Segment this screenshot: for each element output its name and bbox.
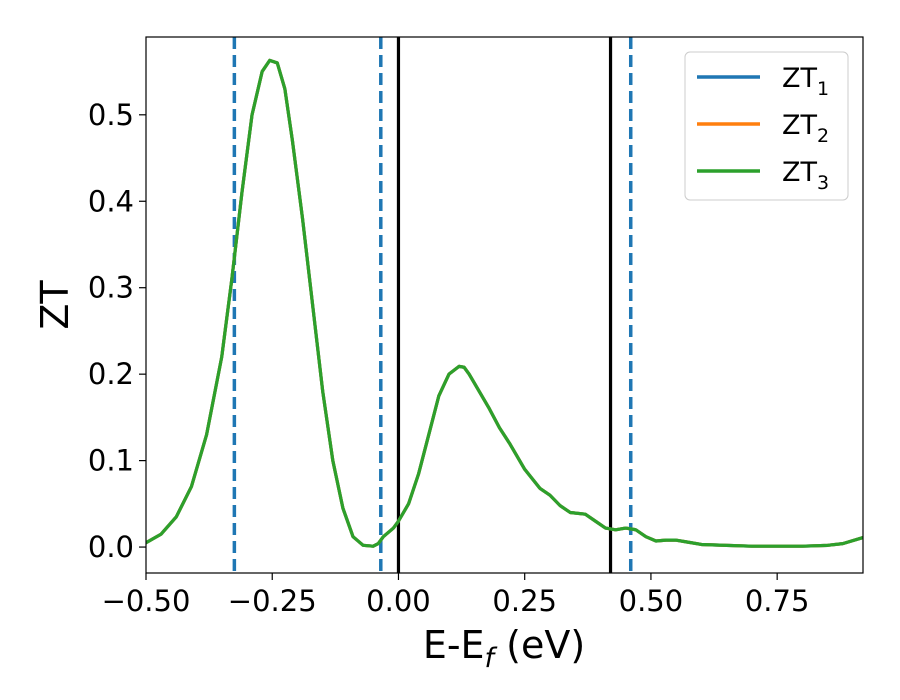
x-tick-label: 0.50	[619, 584, 684, 618]
series-lines	[146, 58, 863, 548]
plot-frame	[145, 36, 864, 574]
x-tick-label: 0.00	[366, 584, 431, 618]
x-tick-label: 0.75	[745, 584, 810, 618]
y-tick-label: 0.2	[88, 357, 134, 391]
series-line-zt3	[146, 58, 863, 548]
y-tick-label: 0.5	[88, 98, 134, 132]
vertical-reference-lines	[232, 37, 633, 573]
x-tick-label: −0.50	[102, 584, 191, 618]
legend-label-zt1: ZT1	[782, 63, 829, 100]
y-axis-ticks: 0.0 0.1 0.2 0.3 0.4 0.5	[88, 98, 146, 564]
y-tick-label: 0.3	[88, 271, 134, 305]
plot-area	[146, 37, 863, 573]
x-axis-label: E-Ef (eV)	[423, 623, 585, 674]
legend-box	[684, 51, 849, 201]
x-tick-label: 0.25	[492, 584, 557, 618]
legend-label-zt2: ZT2	[782, 110, 829, 147]
y-tick-label: 0.0	[88, 530, 134, 564]
y-tick-label: 0.4	[88, 184, 134, 218]
x-axis-ticks: −0.50 −0.25 0.00 0.25 0.50 0.75	[102, 573, 810, 618]
x-axis-label-unit: (eV)	[494, 623, 585, 667]
y-tick-label: 0.1	[88, 444, 134, 478]
x-axis-label-main: E-E	[423, 623, 485, 667]
legend: ZT1 ZT2 ZT3	[684, 51, 849, 201]
y-axis-label: ZT	[33, 280, 77, 330]
legend-label-zt3: ZT3	[782, 157, 829, 194]
x-tick-label: −0.25	[228, 584, 317, 618]
